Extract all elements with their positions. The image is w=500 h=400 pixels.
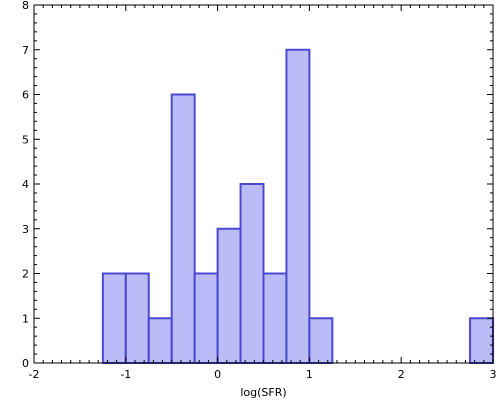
tick-labels-group: -2 -1 0 1 2 3 0 1 2 3 4 5 6 7 8: [22, 0, 497, 381]
histogram-bar: [285, 48, 311, 364]
y-tick-label: 3: [22, 223, 29, 236]
histogram-bar: [216, 227, 242, 364]
y-tick-label: 6: [22, 89, 29, 102]
histogram-bar: [193, 272, 219, 364]
histogram-bar: [239, 183, 265, 364]
x-tick-label: -2: [29, 368, 40, 381]
histogram-bar: [308, 317, 334, 364]
histogram-bar: [262, 272, 288, 364]
x-axis-label: log(SFR): [240, 386, 286, 399]
x-tick-label: 3: [490, 368, 497, 381]
x-tick-label: -1: [120, 368, 131, 381]
y-tick-label: 8: [22, 0, 29, 12]
histogram-bar: [101, 272, 127, 364]
y-tick-label: 4: [22, 178, 29, 191]
histogram-bar: [124, 272, 150, 364]
y-tick-label: 7: [22, 44, 29, 57]
x-tick-label: 2: [398, 368, 405, 381]
y-tick-label: 5: [22, 133, 29, 146]
y-tick-label: 1: [22, 312, 29, 325]
y-tick-label: 2: [22, 268, 29, 281]
histogram-bar: [170, 93, 196, 364]
x-tick-label: 1: [306, 368, 313, 381]
bars-group: [101, 48, 494, 364]
y-tick-label: 0: [22, 357, 29, 370]
histogram-bar: [147, 317, 173, 364]
x-tick-label: 0: [214, 368, 221, 381]
ticks-group: [33, 4, 494, 364]
histogram-bar: [469, 317, 494, 364]
